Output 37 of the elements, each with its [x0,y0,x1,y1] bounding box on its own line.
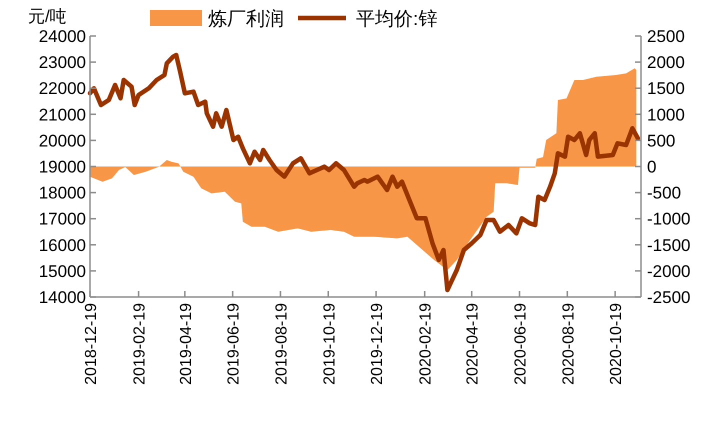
y-tick-label: 16000 [38,236,86,255]
y-tick-label: 18000 [38,184,86,203]
y-tick-label: 15000 [38,262,86,281]
y2-tick-label: 1000 [647,105,685,124]
y-tick-label: 22000 [38,79,86,98]
x-tick-label: 2019-10-19 [321,302,338,385]
y-tick-label: 17000 [38,210,86,229]
y-tick-label: 24000 [38,27,86,46]
x-tick-label: 2019-02-19 [132,302,149,385]
x-tick-label: 2020-02-19 [418,302,435,385]
y2-tick-label: 0 [647,158,656,176]
x-tick-label: 2020-08-19 [560,302,578,385]
x-tick-label: 2020-06-19 [512,302,530,385]
y2-tick-label: -2000 [647,262,690,281]
x-tick-label: 2020-10-19 [608,302,626,385]
x-tick-label: 2019-12-19 [369,302,386,385]
x-tick-label: 2019-08-19 [273,302,290,385]
x-tick-label: 2019-04-19 [178,302,195,385]
y2-tick-label: 2000 [647,53,685,72]
x-tick-label: 2019-06-19 [226,302,243,385]
y2-tick-label: -1000 [647,210,690,229]
legend-label: 平均价:锌 [356,9,438,30]
y-tick-label: 23000 [38,53,86,72]
y-tick-label: 19000 [38,158,86,176]
y-tick-label: 21000 [38,105,86,124]
y2-tick-label: 500 [647,131,676,150]
y2-tick-label: -1500 [647,236,690,255]
y-tick-label: 20000 [38,131,86,150]
y-axis-title: 元/吨 [28,7,67,26]
y2-tick-label: -500 [647,184,682,203]
y-tick-label: 14000 [38,288,86,307]
y2-tick-label: 1500 [647,79,685,98]
y2-tick-label: -2500 [647,288,690,307]
legend-label: 炼厂利润 [208,8,284,30]
y2-tick-label: 2500 [647,27,685,46]
x-tick-label: 2020-04-19 [464,302,482,385]
x-tick-label: 2018-12-19 [83,302,100,385]
